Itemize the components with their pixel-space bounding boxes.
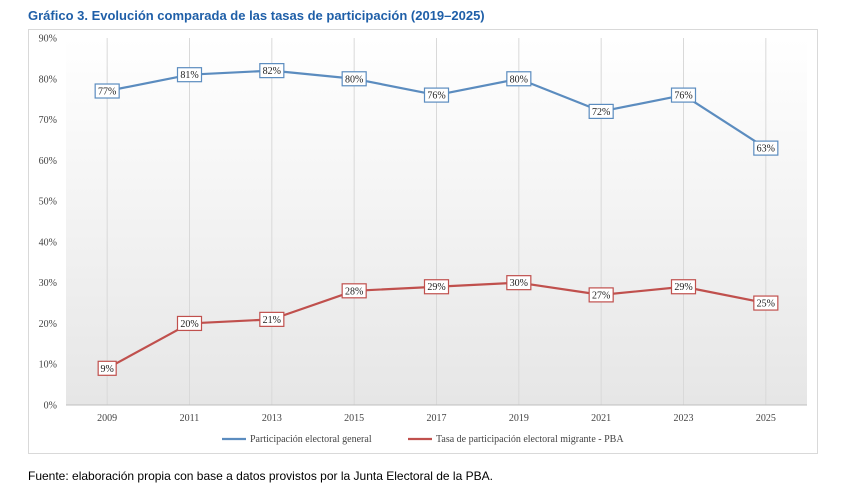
axes: 0% 10% 20% 30% 40% 50% 60% 70% 80% 90% 2009 2011 201… bbox=[39, 34, 807, 424]
source-note: Fuente: elaboración propia con base a da… bbox=[28, 469, 493, 483]
x-tick-label: 2013 bbox=[262, 413, 282, 424]
data-label-box bbox=[670, 87, 697, 103]
data-label: 9% bbox=[100, 364, 113, 375]
legend-label-2: Tasa de participación electoral migrante… bbox=[436, 434, 624, 445]
data-label: 76% bbox=[674, 91, 692, 102]
x-tick-label: 2021 bbox=[591, 413, 611, 424]
y-tick-label: 70% bbox=[39, 115, 57, 126]
y-tick-label: 90% bbox=[39, 34, 57, 45]
x-tick-label: 2025 bbox=[756, 413, 776, 424]
x-tick-label: 2011 bbox=[180, 413, 200, 424]
y-tick-label: 30% bbox=[39, 278, 57, 289]
y-tick-label: 10% bbox=[39, 360, 57, 371]
legend: Participación electoral general Tasa de p… bbox=[222, 434, 624, 445]
data-label: 82% bbox=[263, 66, 281, 77]
data-label: 76% bbox=[427, 91, 445, 102]
y-tick-label: 0% bbox=[44, 401, 57, 412]
data-label-box bbox=[259, 63, 285, 79]
data-label-box bbox=[506, 275, 532, 291]
data-label: 30% bbox=[510, 278, 528, 289]
x-tick-label: 2017 bbox=[427, 413, 447, 424]
data-label-box bbox=[341, 71, 367, 87]
data-label-box bbox=[94, 83, 120, 99]
data-label-box bbox=[588, 103, 614, 120]
data-label-box bbox=[753, 295, 779, 311]
data-label-box bbox=[506, 71, 532, 87]
data-label: 29% bbox=[674, 282, 692, 293]
data-labels: 77% 81% 82% 80% 76% 80% 72% 76% 63% 9% 20% 21% 28% 29… bbox=[94, 63, 779, 376]
data-label-box bbox=[588, 287, 614, 303]
data-label-box bbox=[670, 279, 697, 295]
legend-label-1: Participación electoral general bbox=[250, 434, 372, 445]
y-tick-label: 20% bbox=[39, 319, 57, 330]
data-label: 77% bbox=[98, 87, 116, 98]
data-label: 80% bbox=[510, 74, 528, 85]
data-label-box bbox=[753, 140, 779, 156]
data-label: 80% bbox=[345, 74, 363, 85]
data-label-box bbox=[259, 311, 285, 327]
data-label: 81% bbox=[180, 70, 198, 81]
data-label-box bbox=[97, 360, 117, 376]
x-tick-label: 2015 bbox=[344, 413, 364, 424]
y-tick-label: 60% bbox=[39, 156, 57, 167]
data-label: 20% bbox=[180, 319, 198, 330]
data-label: 29% bbox=[427, 282, 445, 293]
x-tick-label: 2009 bbox=[97, 413, 117, 424]
x-tick-label: 2023 bbox=[674, 413, 694, 424]
data-label-box bbox=[341, 283, 367, 299]
y-tick-label: 40% bbox=[39, 237, 57, 248]
data-label-box bbox=[423, 87, 450, 103]
x-tick-label: 2019 bbox=[509, 413, 529, 424]
data-label-box bbox=[176, 67, 203, 83]
data-label: 27% bbox=[592, 290, 610, 301]
data-label-box bbox=[423, 279, 450, 295]
chart-title: Gráfico 3. Evolución comparada de las ta… bbox=[28, 8, 485, 23]
data-label: 72% bbox=[592, 107, 610, 118]
grid-lines bbox=[106, 38, 767, 405]
y-tick-label: 50% bbox=[39, 197, 57, 208]
data-label-box bbox=[176, 315, 203, 332]
data-label: 63% bbox=[757, 144, 775, 155]
data-label: 21% bbox=[263, 315, 281, 326]
data-label: 25% bbox=[757, 299, 775, 310]
data-label: 28% bbox=[345, 286, 363, 297]
y-tick-label: 80% bbox=[39, 74, 57, 85]
